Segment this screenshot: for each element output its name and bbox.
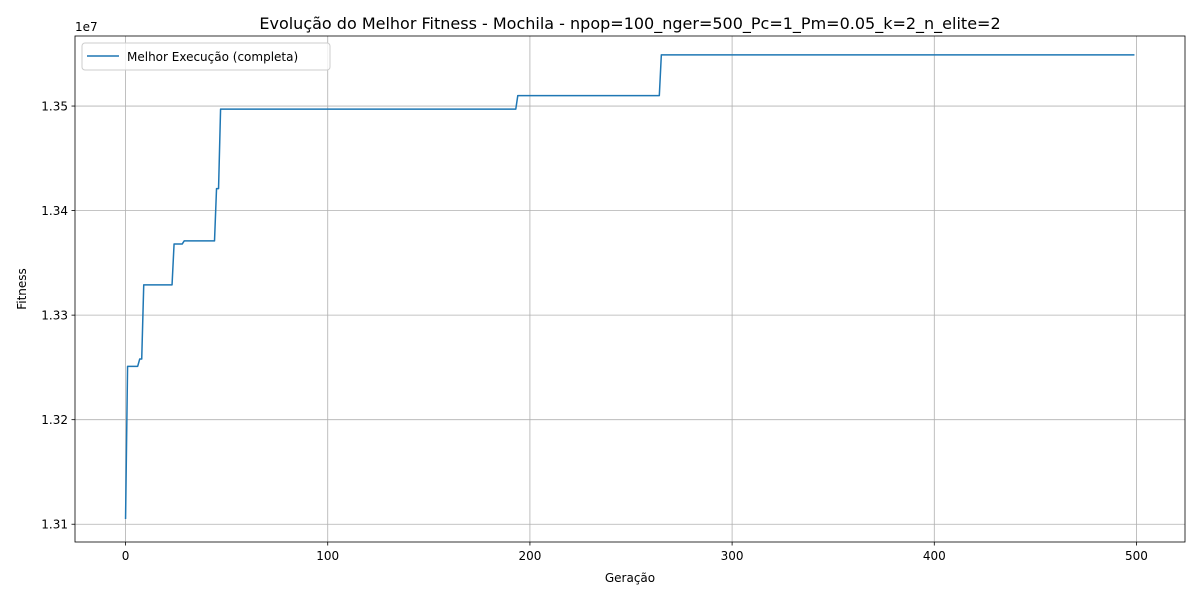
x-tick-label: 500 [1125, 549, 1148, 563]
grid-lines [75, 36, 1185, 542]
x-tick-label: 300 [721, 549, 744, 563]
x-tick-label: 0 [122, 549, 130, 563]
y-tick-label: 1.35 [41, 100, 68, 114]
series-layer [124, 54, 1135, 520]
x-tick-label: 100 [316, 549, 339, 563]
x-tick-label: 200 [518, 549, 541, 563]
chart-title: Evolução do Melhor Fitness - Mochila - n… [259, 14, 1000, 34]
y-tick-label: 1.34 [41, 204, 68, 218]
y-axis-label: Fitness [15, 268, 29, 310]
y-tick-label: 1.31 [41, 518, 68, 532]
y-axis-offset-label: 1e7 [75, 20, 98, 34]
x-tick-label: 400 [923, 549, 946, 563]
tick-marks [71, 105, 1137, 546]
y-tick-label: 1.33 [41, 309, 68, 323]
legend-box [81, 42, 331, 71]
legend-entry-label: Melhor Execução (completa) [127, 50, 298, 64]
plot-frame [74, 35, 1186, 543]
series-line-melhor-execucao [124, 54, 1135, 520]
x-axis-label: Geração [605, 571, 655, 585]
y-tick-label: 1.32 [41, 413, 68, 427]
legend: Melhor Execução (completa) [81, 42, 331, 71]
